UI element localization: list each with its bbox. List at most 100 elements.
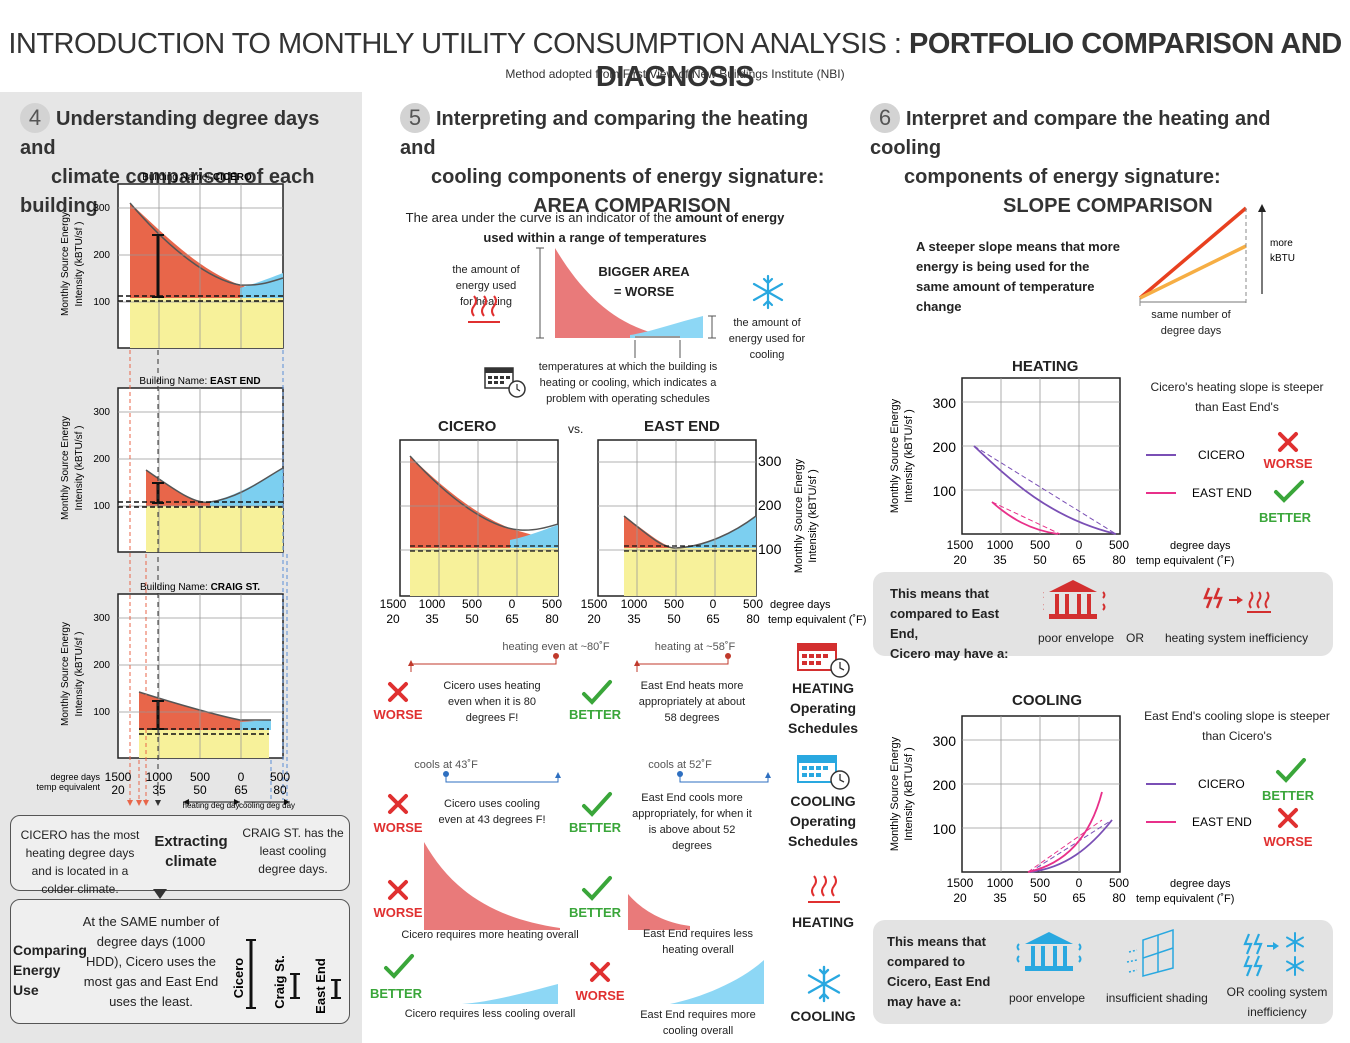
svg-text:20: 20 — [953, 553, 967, 567]
section-number: 5 — [400, 103, 430, 133]
svg-text:20: 20 — [111, 783, 125, 797]
svg-text:50: 50 — [1033, 553, 1047, 567]
svg-text:0: 0 — [509, 597, 516, 611]
page-subtitle: Method adopted from First View of New Bu… — [505, 67, 845, 81]
heating-calendar-icon — [797, 643, 850, 678]
svg-text:80: 80 — [1112, 553, 1126, 567]
svg-text:EAST END: EAST END — [1192, 486, 1252, 500]
comparing-energy-box: Comparing Energy Use At the SAME number o… — [10, 899, 350, 1024]
cooling-inefficiency-icon — [1243, 932, 1304, 977]
svg-text:50: 50 — [465, 612, 479, 626]
section-number: 6 — [870, 103, 900, 133]
heat-waves-icon — [468, 295, 500, 323]
svg-text:300: 300 — [758, 453, 782, 469]
calendar-clock-icon — [484, 367, 526, 398]
cicero-heating-area — [424, 842, 560, 930]
svg-text:500: 500 — [190, 770, 210, 784]
svg-text:1500: 1500 — [947, 538, 974, 552]
svg-text:300: 300 — [933, 733, 957, 749]
cooling-means-box: This means that compared to Cicero, East E… — [873, 920, 1333, 1024]
svg-text:Monthly Source Energy: Monthly Source Energy — [793, 458, 805, 573]
svg-text:65: 65 — [234, 783, 248, 797]
snowflake-icon — [752, 274, 784, 310]
heating-chart-title: HEATING — [1012, 358, 1079, 375]
steeper-slope-text: A steeper slope means that more energy i… — [916, 239, 1120, 314]
svg-text:20: 20 — [386, 612, 400, 626]
svg-text:300: 300 — [93, 203, 110, 214]
better-check-icon — [1274, 480, 1304, 503]
svg-text:50: 50 — [1033, 891, 1047, 905]
svg-text:Monthly Source Energy: Monthly Source Energy — [889, 736, 901, 851]
svg-text:65: 65 — [1072, 891, 1086, 905]
leaky-building-red-icon — [1043, 580, 1106, 619]
svg-text:20: 20 — [587, 612, 601, 626]
svg-text:500: 500 — [462, 597, 482, 611]
cooling-means-icons — [1016, 928, 1304, 977]
svg-text:50: 50 — [667, 612, 681, 626]
svg-text:BETTER: BETTER — [569, 707, 622, 722]
svg-text:BETTER: BETTER — [1262, 788, 1315, 803]
window-shading-icon — [1126, 928, 1174, 977]
bar-label-east-end: East End — [313, 958, 328, 1014]
svg-text:500: 500 — [1109, 538, 1129, 552]
extracting-climate-label: Extracting climate — [154, 833, 228, 870]
better-check-icon — [582, 792, 612, 817]
cicero-cooling-area — [462, 984, 558, 1004]
heating-schedule-row: heating even at ~80˚F heating at ~58˚F W… — [373, 641, 850, 722]
svg-text:50: 50 — [193, 783, 207, 797]
svg-text:1500: 1500 — [947, 876, 974, 890]
svg-text:100: 100 — [93, 297, 110, 308]
extracting-climate-box: CICERO has the most heating degree days … — [10, 815, 350, 896]
svg-text:cools at 52˚F: cools at 52˚F — [648, 759, 712, 771]
svg-text:Monthly Source Energy: Monthly Source Energy — [60, 212, 71, 316]
svg-text:WORSE: WORSE — [1263, 834, 1312, 849]
cooling-operating-schedules: COOLING Operating Schedules — [787, 793, 859, 849]
bigger-area-label: BIGGER AREA = WORSE — [598, 264, 690, 299]
svg-text:CICERO: CICERO — [1198, 448, 1245, 462]
heating-slope-chart: 300 200 100 Monthly Source Energy Intens… — [889, 377, 1234, 567]
svg-text:more: more — [1270, 238, 1293, 249]
section-6-heading: 6 Interpret and compare the heating and c… — [870, 103, 1271, 217]
svg-text:65: 65 — [706, 612, 720, 626]
heating-means-icons — [1043, 580, 1271, 619]
heating-inefficiency-icon — [1203, 587, 1271, 613]
svg-text:EAST END: EAST END — [1192, 815, 1252, 829]
svg-text:WORSE: WORSE — [1263, 456, 1312, 471]
comparing-energy-label: Comparing Energy Use — [13, 942, 87, 998]
svg-text:heating deg day: heating deg day — [183, 801, 240, 810]
worse-x-icon — [590, 962, 610, 982]
svg-text:65: 65 — [505, 612, 519, 626]
svg-text:1500: 1500 — [581, 597, 608, 611]
svg-text:temp equivalent (˚F): temp equivalent (˚F) — [1136, 555, 1234, 567]
svg-text:100: 100 — [933, 483, 957, 499]
svg-text:Monthly Source Energy: Monthly Source Energy — [60, 622, 71, 726]
svg-text:1000: 1000 — [419, 597, 446, 611]
svg-text:WORSE: WORSE — [373, 905, 422, 920]
east-end-degree-day-chart: Building Name: EAST END 300 200 100 Mont… — [60, 376, 284, 553]
svg-text:0: 0 — [238, 770, 245, 784]
better-check-icon — [582, 680, 612, 705]
svg-text:cools at 43˚F: cools at 43˚F — [414, 759, 478, 771]
svg-text:500: 500 — [743, 597, 763, 611]
snowflake-icon — [807, 965, 841, 1003]
svg-text:Intensity (kBTU/sf ): Intensity (kBTU/sf ) — [807, 469, 819, 563]
heating-label: HEATING — [792, 914, 854, 930]
svg-text:0: 0 — [710, 597, 717, 611]
svg-text:cooling deg day: cooling deg day — [239, 801, 295, 810]
worse-x-icon — [1278, 432, 1298, 452]
better-check-icon — [1276, 758, 1306, 783]
cicero-label: CICERO — [438, 418, 497, 435]
svg-text:100: 100 — [93, 707, 110, 718]
svg-text:heating even at ~80˚F: heating even at ~80˚F — [502, 641, 610, 653]
area-intro: The area under the curve is an indicator… — [405, 210, 785, 245]
svg-text:degree days: degree days — [1170, 540, 1231, 552]
cicero-degree-day-chart: Building Name: CICERO 300 200 100 Monthl… — [60, 172, 284, 349]
svg-text:200: 200 — [933, 439, 957, 455]
svg-text:Intensity (kBTU/sf ): Intensity (kBTU/sf ) — [74, 425, 85, 510]
svg-text:35: 35 — [627, 612, 641, 626]
svg-text:0: 0 — [1076, 538, 1083, 552]
chart-building-name: Building Name: CICERO — [142, 172, 252, 183]
bar-label-craig: Craig St. — [272, 955, 287, 1008]
heating-legend: CICERO EAST END WORSE BETTER — [1146, 432, 1313, 525]
vs-label: vs. — [568, 422, 584, 436]
